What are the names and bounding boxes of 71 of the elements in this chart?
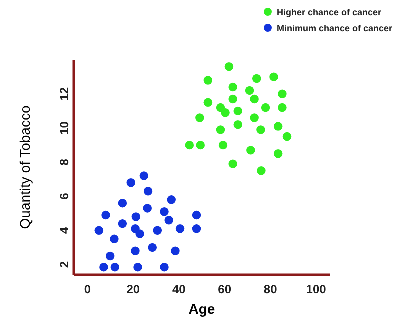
point: [134, 262, 142, 272]
point: [245, 86, 254, 96]
point: [160, 208, 169, 216]
point: [131, 246, 140, 256]
x-tick-label: 60: [218, 282, 232, 297]
point: [228, 94, 238, 104]
point: [136, 230, 144, 238]
x-tick-label: 80: [264, 282, 278, 297]
point: [126, 178, 136, 188]
point: [250, 94, 259, 104]
point: [270, 72, 278, 82]
point: [250, 114, 259, 122]
point: [118, 219, 128, 228]
x-tick-label: 100: [306, 282, 327, 297]
y-tick-label: 4: [57, 226, 72, 234]
point: [196, 140, 205, 150]
point: [144, 187, 153, 196]
point: [278, 90, 287, 98]
point: [176, 224, 185, 234]
point: [143, 204, 152, 213]
point: [274, 149, 283, 158]
point: [228, 82, 238, 92]
x-tick-label: 0: [84, 282, 92, 297]
point: [234, 106, 242, 116]
point: [110, 234, 119, 244]
point: [256, 126, 266, 134]
x-tick-label: 20: [126, 282, 140, 297]
point: [246, 146, 256, 155]
point: [171, 246, 180, 256]
point: [228, 160, 238, 168]
point: [148, 243, 157, 252]
point: [224, 62, 234, 72]
point: [153, 226, 162, 235]
point: [218, 140, 228, 150]
point: [106, 252, 115, 261]
point: [278, 103, 287, 112]
point: [234, 120, 242, 130]
point: [216, 103, 226, 112]
point: [216, 126, 226, 134]
legend-label: Higher chance of cancer: [277, 8, 382, 18]
point: [282, 132, 292, 142]
point: [132, 212, 141, 222]
y-tick-label: 8: [57, 158, 72, 166]
point: [164, 216, 174, 225]
point: [167, 196, 176, 204]
y-tick-label: 6: [57, 192, 72, 200]
point: [118, 198, 128, 208]
point: [185, 140, 194, 150]
legend-label: Minimum chance of cancer: [277, 24, 394, 34]
point: [192, 210, 202, 220]
x-axis-title: Age: [188, 301, 216, 317]
y-tick-label: 2: [57, 261, 72, 268]
point: [221, 108, 230, 118]
point: [204, 76, 213, 85]
point: [261, 103, 270, 112]
point: [94, 226, 104, 235]
point: [102, 210, 110, 220]
point: [110, 262, 120, 272]
point: [100, 262, 108, 272]
y-axis-title: Quantity of Tobacco: [17, 106, 33, 230]
y-tick-label: 12: [57, 87, 72, 101]
point: [274, 122, 283, 131]
point: [192, 224, 202, 234]
point: [140, 172, 149, 180]
point: [252, 74, 262, 84]
point: [196, 114, 204, 122]
point: [160, 262, 169, 272]
y-tick-label: 10: [57, 121, 72, 135]
point: [257, 166, 266, 176]
point: [204, 98, 213, 108]
x-tick-label: 40: [172, 282, 186, 297]
